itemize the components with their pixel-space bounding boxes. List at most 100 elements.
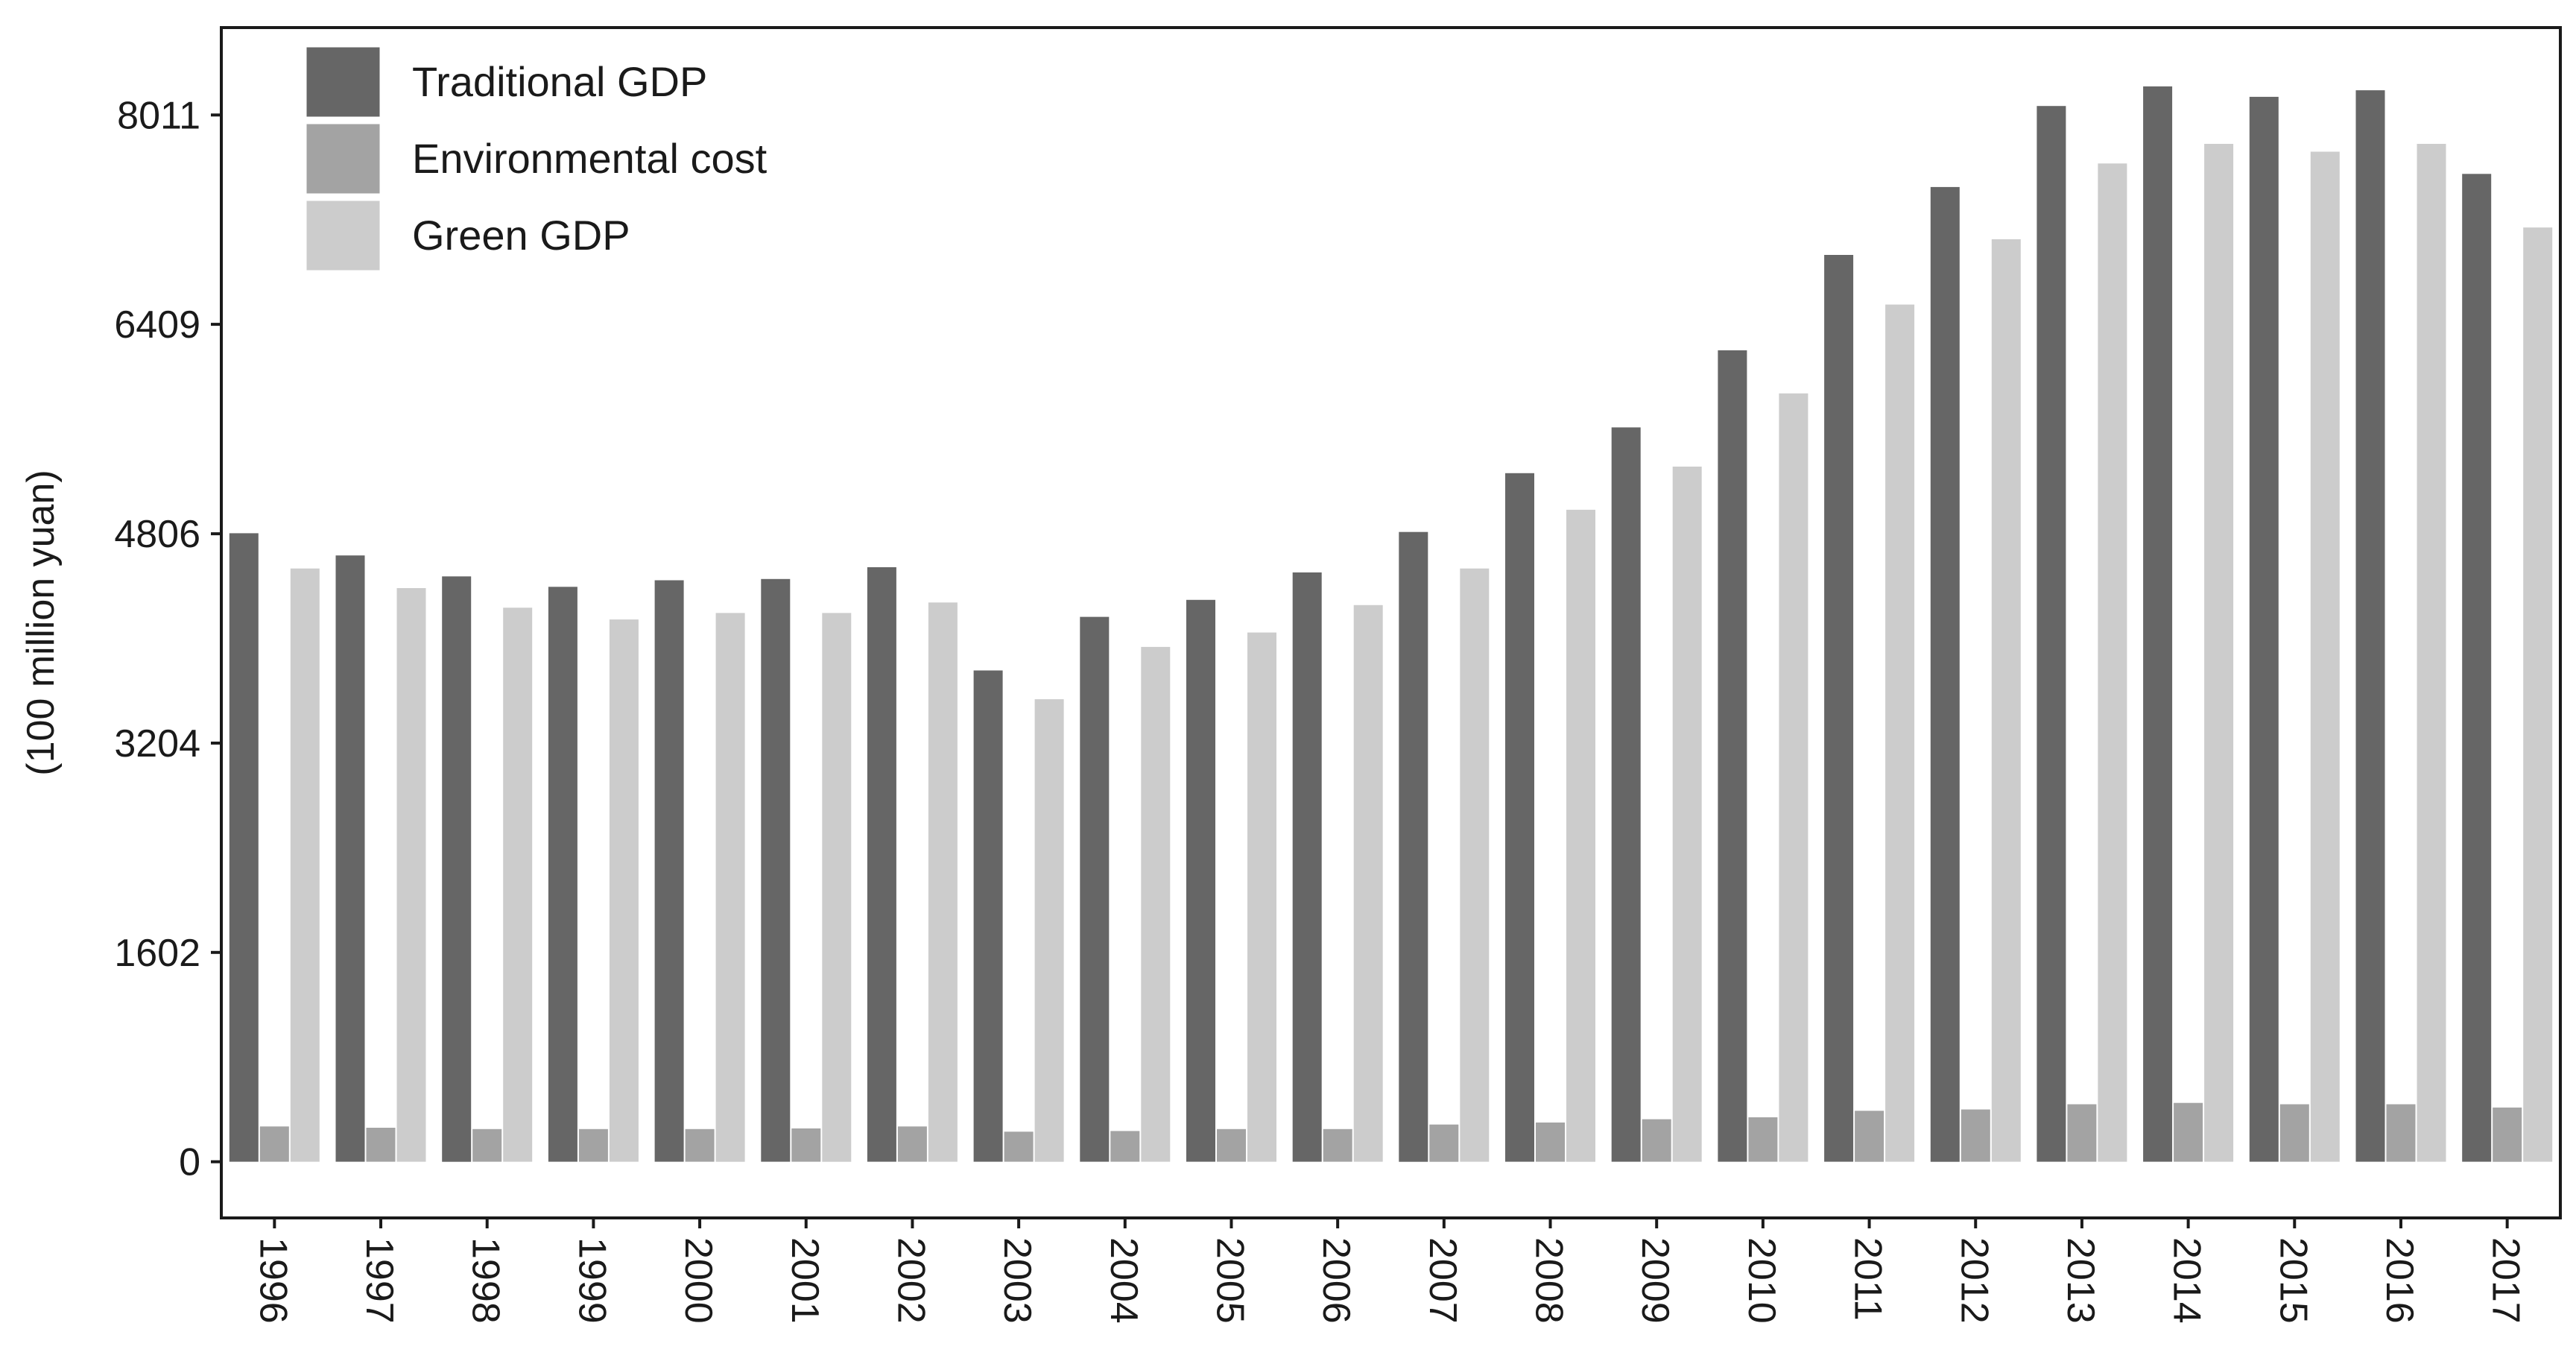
bar-green-gdp-2015: [2310, 151, 2340, 1162]
bar-environmental-cost-2002: [897, 1126, 927, 1162]
bar-green-gdp-2016: [2417, 144, 2446, 1162]
bar-traditional-gdp-2008: [1505, 473, 1534, 1162]
bar-environmental-cost-2012: [1961, 1109, 1990, 1162]
x-tick-label-2016: 2016: [2378, 1237, 2421, 1324]
bar-traditional-gdp-1999: [548, 587, 577, 1162]
bar-environmental-cost-2013: [2067, 1104, 2097, 1162]
x-tick-label-2011: 2011: [1846, 1237, 1890, 1321]
legend-label-green-gdp: Green GDP: [412, 212, 630, 259]
bar-traditional-gdp-2001: [761, 578, 791, 1162]
legend-key-green-gdp: [304, 198, 382, 273]
legend-label-environmental-cost: Environmental cost: [412, 135, 768, 182]
bar-environmental-cost-2011: [1855, 1111, 1884, 1162]
bar-environmental-cost-2006: [1323, 1128, 1352, 1162]
x-tick-label-2007: 2007: [1421, 1237, 1464, 1324]
x-tick-label-1997: 1997: [358, 1237, 401, 1324]
bar-green-gdp-2006: [1353, 604, 1383, 1162]
bar-green-gdp-1998: [503, 607, 533, 1162]
x-tick-label-1999: 1999: [570, 1237, 613, 1324]
bar-traditional-gdp-2017: [2462, 174, 2492, 1162]
x-tick-label-2001: 2001: [783, 1237, 826, 1324]
bar-environmental-cost-1999: [578, 1128, 608, 1162]
bar-environmental-cost-1997: [366, 1128, 396, 1162]
bar-traditional-gdp-2004: [1080, 616, 1110, 1162]
bar-traditional-gdp-2006: [1292, 572, 1322, 1162]
x-tick-label-1996: 1996: [251, 1237, 294, 1324]
bar-green-gdp-1999: [609, 619, 639, 1162]
bar-traditional-gdp-2011: [1824, 255, 1854, 1162]
legend-key-traditional-gdp: [304, 45, 382, 119]
y-tick-label: 4806: [114, 513, 200, 556]
bar-environmental-cost-2010: [1748, 1117, 1778, 1162]
x-tick-label-2004: 2004: [1102, 1237, 1145, 1324]
y-axis: 0 1602 3204 4806 6409 8011: [114, 94, 221, 1184]
bar-green-gdp-2011: [1885, 304, 1915, 1162]
bar-green-gdp-1996: [290, 568, 320, 1162]
bar-green-gdp-2017: [2523, 227, 2553, 1162]
bar-environmental-cost-2008: [1536, 1123, 1565, 1162]
bar-traditional-gdp-2015: [2249, 96, 2279, 1162]
bar-traditional-gdp-2010: [1718, 350, 1747, 1162]
bar-traditional-gdp-2000: [654, 580, 684, 1162]
x-tick-label-2000: 2000: [677, 1237, 720, 1324]
bar-traditional-gdp-2013: [2037, 106, 2066, 1162]
x-tick-label-2002: 2002: [889, 1237, 932, 1324]
bar-environmental-cost-2003: [1004, 1131, 1034, 1162]
x-tick-label-2010: 2010: [1740, 1237, 1783, 1324]
bar-green-gdp-2002: [928, 602, 958, 1162]
x-tick-label-2005: 2005: [1209, 1237, 1252, 1324]
bar-traditional-gdp-1998: [442, 576, 472, 1162]
y-tick-label: 8011: [117, 94, 200, 137]
bars-layer: [229, 86, 2553, 1162]
bar-environmental-cost-2005: [1217, 1128, 1246, 1162]
bar-green-gdp-2012: [1991, 239, 2021, 1162]
bar-traditional-gdp-2002: [867, 567, 896, 1162]
bar-green-gdp-2008: [1566, 509, 1595, 1162]
x-tick-label-2013: 2013: [2059, 1237, 2102, 1324]
bar-traditional-gdp-2012: [1930, 186, 1960, 1162]
bar-green-gdp-2003: [1034, 699, 1064, 1162]
y-axis-label: (100 million yuan): [19, 470, 63, 775]
y-tick-label: 1602: [114, 932, 200, 975]
x-axis: 1996 1997 1998 1999 2000 2001 2002 2003 2004 2005…: [251, 1218, 2528, 1324]
y-tick-label: 3204: [114, 722, 200, 765]
x-tick-label-2014: 2014: [2165, 1237, 2209, 1324]
x-tick-label-2015: 2015: [2271, 1237, 2314, 1324]
x-tick-label-2012: 2012: [1952, 1237, 1996, 1324]
x-tick-label-2017: 2017: [2484, 1237, 2528, 1324]
bar-traditional-gdp-2014: [2143, 86, 2173, 1162]
legend: Traditional GDP Environmental cost Green G…: [304, 45, 768, 273]
bar-green-gdp-2005: [1247, 632, 1276, 1162]
x-tick-label-2008: 2008: [1528, 1237, 1571, 1324]
x-tick-label-1998: 1998: [464, 1237, 507, 1324]
legend-key-environmental-cost: [304, 121, 382, 196]
bar-environmental-cost-2017: [2493, 1107, 2522, 1162]
bar-green-gdp-2013: [2098, 163, 2127, 1162]
legend-label-traditional-gdp: Traditional GDP: [412, 58, 707, 105]
x-tick-label-2009: 2009: [1633, 1237, 1677, 1324]
bar-environmental-cost-2000: [685, 1128, 715, 1162]
bar-environmental-cost-2014: [2174, 1102, 2203, 1162]
bar-environmental-cost-1996: [259, 1126, 289, 1162]
bar-traditional-gdp-1996: [229, 533, 259, 1162]
bar-green-gdp-1997: [396, 588, 426, 1162]
plot-panel-border: [220, 26, 2562, 1219]
bar-environmental-cost-2009: [1642, 1119, 1671, 1162]
bar-green-gdp-2010: [1779, 393, 1808, 1162]
bar-traditional-gdp-2007: [1399, 531, 1428, 1162]
bar-green-gdp-2000: [715, 613, 745, 1162]
y-tick-label: 0: [179, 1141, 200, 1184]
bar-green-gdp-2001: [822, 613, 852, 1162]
y-tick-label: 6409: [114, 303, 200, 347]
bar-environmental-cost-1998: [472, 1128, 502, 1162]
x-tick-label-2003: 2003: [996, 1237, 1039, 1324]
bar-green-gdp-2004: [1141, 646, 1171, 1162]
bar-environmental-cost-2007: [1429, 1124, 1459, 1162]
bar-green-gdp-2007: [1460, 568, 1490, 1162]
bar-green-gdp-2009: [1672, 467, 1702, 1162]
bar-traditional-gdp-2003: [973, 670, 1003, 1162]
bar-environmental-cost-2015: [2279, 1104, 2309, 1162]
bar-traditional-gdp-2009: [1611, 427, 1641, 1162]
